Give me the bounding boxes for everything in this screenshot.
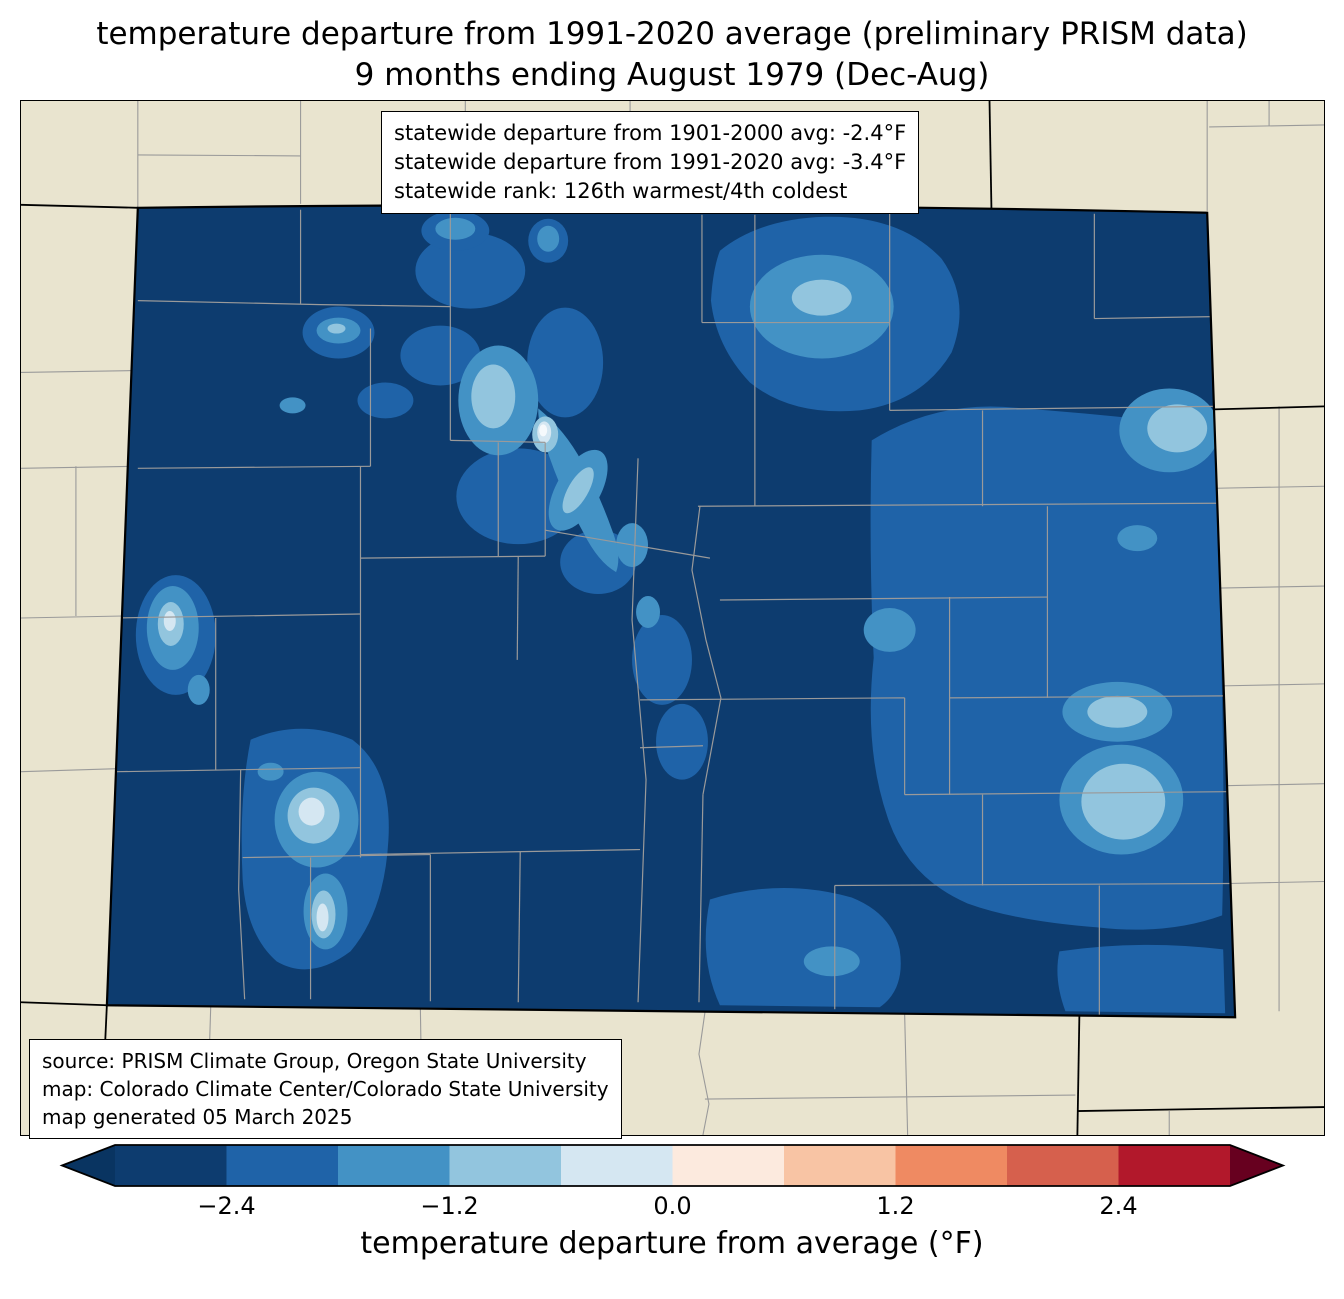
title-line-2: 9 months ending August 1979 (Dec-Aug): [354, 57, 990, 93]
colorbar-tick-3: 0.0: [653, 1192, 692, 1220]
stats-line-3: statewide rank: 126th warmest/4th coldes…: [394, 179, 848, 203]
map-axes: statewide departure from 1901-2000 avg: …: [20, 100, 1325, 1139]
colorbar-bar: [59, 1144, 1286, 1187]
colorado-county-lines: [112, 209, 1231, 1016]
colorbar: −2.4 −1.2 0.0 1.2 2.4 temperature depart…: [0, 1142, 1344, 1298]
colorbar-outline: [59, 1144, 1286, 1187]
colorbar-tick-4: 1.2: [876, 1192, 915, 1220]
statewide-stats-box: statewide departure from 1901-2000 avg: …: [381, 111, 920, 214]
colorado-fill-group: [106, 205, 1236, 1018]
source-line-3: map generated 05 March 2025: [42, 1105, 353, 1129]
colorbar-over-arrow: [1230, 1145, 1283, 1186]
colorbar-tick-5: 2.4: [1099, 1192, 1138, 1220]
colorbar-under-arrow: [62, 1145, 115, 1186]
colorbar-segments: [115, 1145, 1230, 1186]
colorbar-tick-2: −1.2: [420, 1192, 479, 1220]
title-line-1: temperature departure from 1991-2020 ave…: [96, 16, 1248, 52]
colorbar-tick-1: −2.4: [197, 1192, 256, 1220]
colorbar-ticks: −2.4 −1.2 0.0 1.2 2.4: [0, 1190, 1344, 1222]
colorado-temperature-map: [21, 101, 1324, 1135]
stats-line-1: statewide departure from 1901-2000 avg: …: [394, 121, 907, 145]
source-line-1: source: PRISM Climate Group, Oregon Stat…: [42, 1049, 587, 1073]
source-attribution-box: source: PRISM Climate Group, Oregon Stat…: [29, 1039, 622, 1139]
stats-line-2: statewide departure from 1991-2020 avg: …: [394, 150, 907, 174]
figure-title: temperature departure from 1991-2020 ave…: [0, 14, 1344, 96]
anomaly-patches-brightest: [539, 424, 548, 437]
colorbar-axis-label: temperature departure from average (°F): [360, 1226, 984, 1261]
source-line-2: map: Colorado Climate Center/Colorado St…: [42, 1077, 609, 1101]
